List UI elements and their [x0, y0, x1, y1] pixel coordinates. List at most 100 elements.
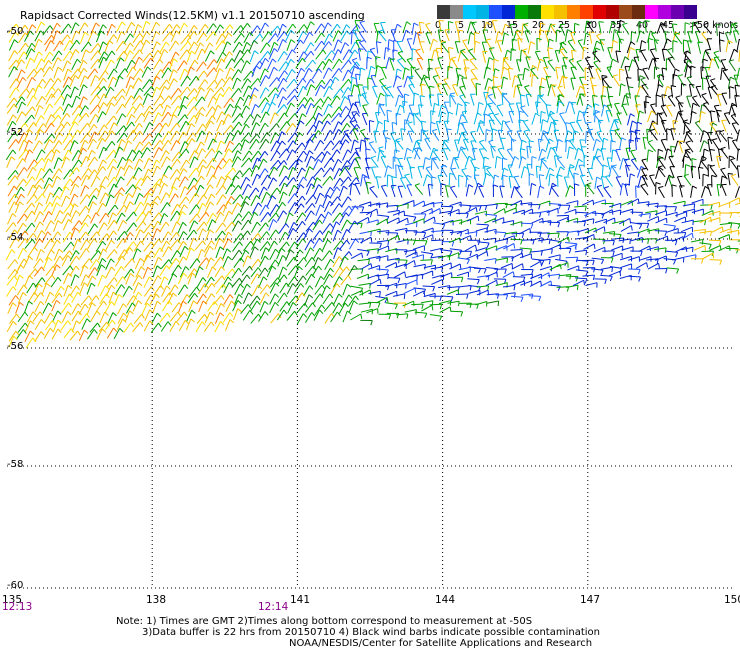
wind-barb-feather — [42, 123, 47, 128]
wind-barb — [401, 30, 407, 42]
wind-barb — [634, 130, 638, 142]
wind-barb — [716, 94, 722, 107]
wind-barb — [421, 234, 433, 240]
wind-barb-feather — [66, 34, 71, 40]
wind-barb-feather — [361, 238, 364, 244]
wind-barb-feather — [294, 241, 299, 247]
wind-barb-feather — [74, 227, 80, 232]
wind-barb-feather — [69, 178, 74, 184]
wind-barb — [105, 194, 111, 207]
wind-barb — [649, 175, 656, 187]
wind-barb-feather — [735, 84, 740, 87]
wind-barb — [549, 263, 561, 271]
wind-barb — [259, 204, 267, 216]
wind-barb-feather — [370, 231, 372, 237]
wind-barb-feather — [666, 38, 672, 43]
wind-barb — [405, 279, 417, 285]
wind-barb — [315, 61, 324, 72]
wind-barb-feather — [610, 139, 616, 143]
wind-barb — [294, 142, 303, 153]
wind-barb-feather — [254, 50, 259, 55]
wind-barb-feather — [130, 268, 135, 274]
wind-barb-feather — [700, 66, 706, 69]
wind-barb-feather — [559, 23, 566, 26]
wind-barb — [288, 222, 295, 234]
wind-barb-feather — [15, 295, 20, 300]
wind-barb — [564, 130, 569, 143]
wind-barb — [95, 85, 105, 96]
wind-barb — [648, 58, 653, 70]
wind-barb-feather — [497, 147, 503, 150]
wind-barb — [151, 228, 158, 240]
wind-barb-feather — [373, 130, 379, 133]
wind-barb — [97, 185, 103, 197]
wind-barb — [23, 140, 30, 152]
wind-barb-feather — [121, 255, 126, 261]
wind-barb-feather — [499, 185, 505, 187]
wind-barb — [286, 283, 294, 295]
wind-barb-feather — [32, 95, 37, 100]
wind-barb-feather — [400, 128, 406, 131]
wind-barb — [485, 39, 493, 51]
wind-barb — [142, 254, 148, 267]
wind-barb — [194, 106, 203, 118]
wind-barb — [312, 293, 321, 304]
wind-barb-feather — [239, 113, 244, 118]
wind-barb-feather — [204, 24, 209, 29]
wind-barb — [467, 278, 480, 281]
wind-barb — [8, 31, 16, 43]
wind-barb-feather — [523, 129, 529, 132]
wind-barb — [170, 30, 177, 43]
wind-barb-feather — [247, 78, 252, 83]
wind-barb — [708, 239, 721, 242]
wind-barb-feather — [137, 24, 143, 28]
wind-barb-feather — [40, 67, 45, 73]
wind-barb-feather — [75, 210, 80, 215]
wind-barb — [123, 268, 132, 280]
wind-barb-feather — [76, 58, 82, 64]
wind-barb — [203, 184, 211, 196]
wind-barb — [27, 246, 35, 258]
wind-barb — [207, 266, 213, 278]
wind-barb-feather — [14, 170, 19, 175]
wind-barb — [546, 207, 559, 214]
wind-barb — [32, 140, 40, 152]
wind-barb — [439, 210, 451, 214]
wind-barb-feather — [221, 275, 226, 281]
wind-barb-feather — [585, 261, 589, 266]
wind-barb — [339, 212, 347, 224]
wind-barb — [34, 277, 43, 288]
wind-barb-feather — [240, 257, 245, 263]
wind-barb — [323, 78, 332, 90]
wind-barb-feather — [33, 122, 37, 127]
wind-barb-feather — [93, 124, 98, 129]
wind-barb — [305, 183, 312, 195]
wind-barb-feather — [546, 104, 552, 106]
wind-barb-feather — [310, 210, 315, 215]
wind-barb-feather — [443, 139, 449, 142]
wind-barb-feather — [587, 104, 593, 108]
wind-barb-feather — [631, 31, 637, 34]
wind-barb — [90, 212, 97, 224]
wind-barb — [574, 158, 580, 171]
wind-barb-feather — [95, 113, 100, 119]
wind-barb-feather — [264, 300, 269, 305]
wind-barb-feather — [85, 112, 90, 118]
wind-barb-feather — [94, 223, 99, 228]
wind-barb — [222, 256, 229, 268]
wind-barb — [496, 105, 504, 117]
wind-barb — [479, 141, 488, 152]
wind-barb — [411, 141, 417, 153]
wind-barb — [180, 34, 189, 45]
wind-barb-feather — [256, 238, 261, 243]
wind-barb-feather — [40, 292, 44, 297]
wind-barb-feather — [483, 268, 487, 274]
wind-barb-feather — [12, 222, 17, 227]
wind-barb-feather — [172, 273, 178, 278]
wind-barb-feather — [196, 258, 201, 263]
wind-barb — [333, 168, 340, 180]
wind-barb — [386, 87, 394, 99]
wind-barb-feather — [661, 138, 667, 141]
wind-barb — [583, 33, 587, 46]
wind-barb-feather — [195, 167, 200, 173]
